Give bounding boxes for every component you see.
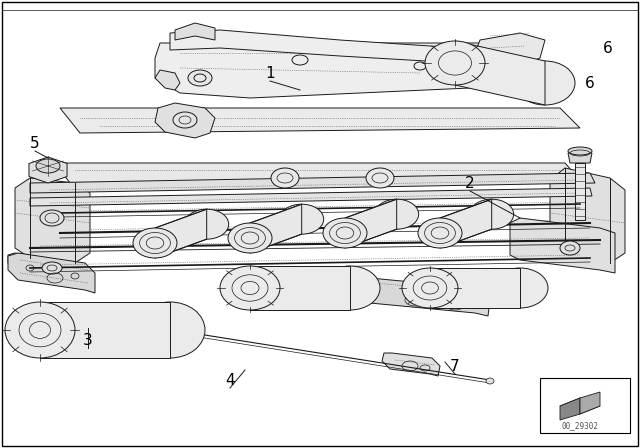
Ellipse shape bbox=[560, 241, 580, 255]
Ellipse shape bbox=[515, 61, 575, 105]
Text: 4: 4 bbox=[225, 372, 235, 388]
Polygon shape bbox=[30, 173, 595, 193]
Ellipse shape bbox=[425, 41, 485, 85]
Ellipse shape bbox=[366, 168, 394, 188]
Ellipse shape bbox=[188, 70, 212, 86]
Polygon shape bbox=[40, 302, 170, 358]
Polygon shape bbox=[382, 353, 440, 376]
Polygon shape bbox=[580, 392, 600, 414]
Polygon shape bbox=[155, 103, 215, 138]
Polygon shape bbox=[15, 178, 90, 263]
Polygon shape bbox=[155, 70, 180, 90]
Polygon shape bbox=[60, 108, 580, 133]
Text: 1: 1 bbox=[265, 65, 275, 81]
Ellipse shape bbox=[568, 147, 592, 155]
Polygon shape bbox=[55, 163, 580, 183]
Polygon shape bbox=[550, 168, 625, 263]
Polygon shape bbox=[560, 398, 600, 414]
Ellipse shape bbox=[374, 199, 419, 229]
Ellipse shape bbox=[173, 112, 197, 128]
Text: 6: 6 bbox=[603, 40, 613, 56]
Ellipse shape bbox=[40, 210, 64, 226]
Ellipse shape bbox=[228, 223, 272, 253]
Ellipse shape bbox=[470, 199, 514, 229]
Polygon shape bbox=[455, 41, 545, 105]
Polygon shape bbox=[175, 23, 215, 40]
Polygon shape bbox=[430, 268, 520, 308]
Ellipse shape bbox=[402, 268, 458, 308]
Ellipse shape bbox=[320, 266, 380, 310]
Ellipse shape bbox=[42, 262, 62, 274]
Polygon shape bbox=[170, 30, 510, 70]
Ellipse shape bbox=[185, 209, 228, 239]
Text: 3: 3 bbox=[83, 332, 93, 348]
Ellipse shape bbox=[418, 218, 462, 248]
Ellipse shape bbox=[486, 378, 494, 384]
Polygon shape bbox=[568, 153, 592, 163]
Ellipse shape bbox=[280, 204, 324, 234]
Polygon shape bbox=[8, 253, 95, 293]
Polygon shape bbox=[8, 253, 85, 283]
Polygon shape bbox=[29, 157, 67, 183]
Polygon shape bbox=[510, 218, 615, 273]
Polygon shape bbox=[358, 276, 490, 316]
Text: 00_29302: 00_29302 bbox=[561, 422, 598, 431]
Text: 5: 5 bbox=[30, 135, 40, 151]
Ellipse shape bbox=[492, 268, 548, 308]
Ellipse shape bbox=[133, 228, 177, 258]
Polygon shape bbox=[560, 398, 580, 420]
Ellipse shape bbox=[5, 302, 75, 358]
Polygon shape bbox=[440, 199, 492, 248]
Ellipse shape bbox=[135, 302, 205, 358]
Text: 2: 2 bbox=[465, 176, 475, 190]
Polygon shape bbox=[475, 33, 545, 66]
Ellipse shape bbox=[36, 159, 60, 173]
Ellipse shape bbox=[220, 266, 280, 310]
Text: 6: 6 bbox=[585, 76, 595, 90]
Ellipse shape bbox=[271, 168, 299, 188]
Polygon shape bbox=[250, 204, 301, 253]
Ellipse shape bbox=[323, 218, 367, 248]
Polygon shape bbox=[30, 188, 592, 206]
Polygon shape bbox=[250, 266, 350, 310]
Polygon shape bbox=[575, 163, 585, 220]
Polygon shape bbox=[155, 43, 520, 98]
Polygon shape bbox=[155, 209, 207, 258]
Polygon shape bbox=[345, 199, 397, 248]
Text: 7: 7 bbox=[450, 358, 460, 374]
